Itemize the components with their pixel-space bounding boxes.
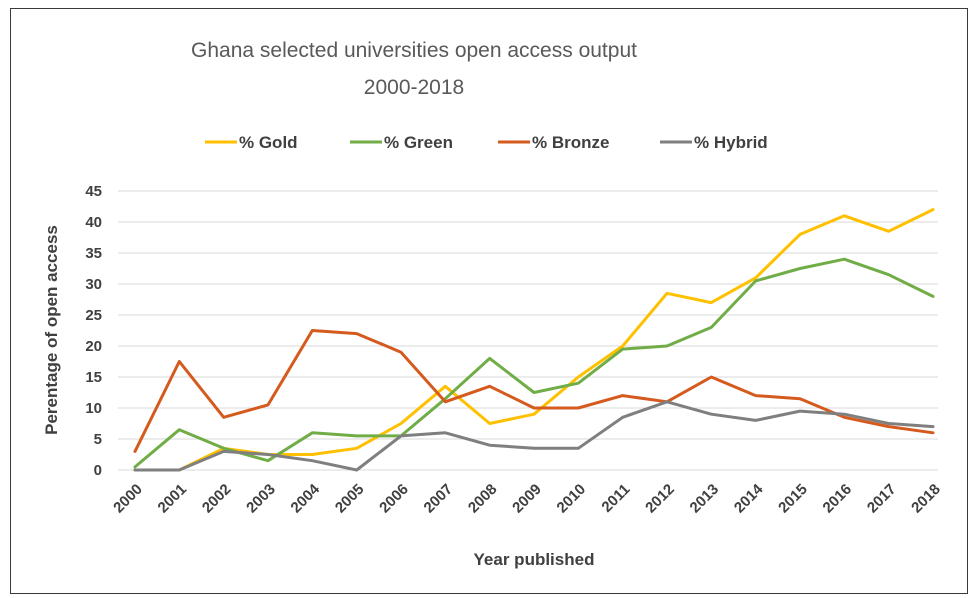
x-tick-label: 2008 xyxy=(465,481,501,517)
y-tick-label: 5 xyxy=(94,431,102,448)
x-tick-label: 2009 xyxy=(509,481,545,517)
y-axis-label: Perentage of open access xyxy=(42,225,61,435)
y-tick-label: 20 xyxy=(85,338,102,355)
x-tick-label: 2013 xyxy=(687,481,723,517)
legend-label: % Hybrid xyxy=(694,133,768,152)
y-axis-ticks: 0 5 10 15 20 25 30 35 40 45 xyxy=(85,183,102,479)
series-line-gold xyxy=(133,208,935,472)
legend: % Gold % Green % Bronze % Hybrid xyxy=(205,133,768,152)
x-tick-label: 2010 xyxy=(554,481,590,517)
chart-frame xyxy=(10,8,968,594)
series-line-bronze xyxy=(133,329,935,453)
y-tick-label: 40 xyxy=(85,214,102,231)
x-tick-label: 2002 xyxy=(199,481,235,517)
x-axis-label: Year published xyxy=(474,550,595,569)
x-tick-label: 2006 xyxy=(376,481,412,517)
chart-title-line1: Ghana selected universities open access … xyxy=(191,39,637,62)
x-tick-label: 2003 xyxy=(243,481,279,517)
series-lines xyxy=(133,208,935,472)
y-tick-label: 10 xyxy=(85,400,102,417)
y-tick-label: 15 xyxy=(85,369,102,386)
x-tick-label: 2000 xyxy=(110,481,146,517)
chart-title-line2: 2000-2018 xyxy=(364,76,464,99)
y-tick-label: 0 xyxy=(94,462,102,479)
x-tick-label: 2001 xyxy=(155,481,191,517)
y-tick-label: 35 xyxy=(85,245,102,262)
x-tick-label: 2017 xyxy=(864,481,900,517)
x-tick-label: 2012 xyxy=(642,481,678,517)
x-tick-label: 2005 xyxy=(332,481,368,517)
x-axis-ticks: 2000 2001 2002 2003 2004 2005 2006 2007 2008 2009… xyxy=(110,480,944,516)
y-tick-label: 30 xyxy=(85,276,102,293)
legend-label: % Gold xyxy=(239,133,298,152)
x-tick-label: 2018 xyxy=(908,481,944,517)
y-tick-label: 25 xyxy=(85,307,102,324)
x-tick-label: 2011 xyxy=(598,481,633,516)
x-tick-label: 2004 xyxy=(288,480,324,516)
x-tick-label: 2016 xyxy=(820,481,856,517)
gridlines xyxy=(118,190,938,471)
x-tick-label: 2015 xyxy=(775,481,811,517)
x-tick-label: 2014 xyxy=(731,480,767,516)
series-line-green xyxy=(133,257,935,469)
y-tick-label: 45 xyxy=(85,183,102,200)
x-tick-label: 2007 xyxy=(421,481,457,517)
legend-label: % Green xyxy=(384,133,453,152)
series-line-hybrid xyxy=(133,400,935,472)
legend-label: % Bronze xyxy=(532,133,609,152)
